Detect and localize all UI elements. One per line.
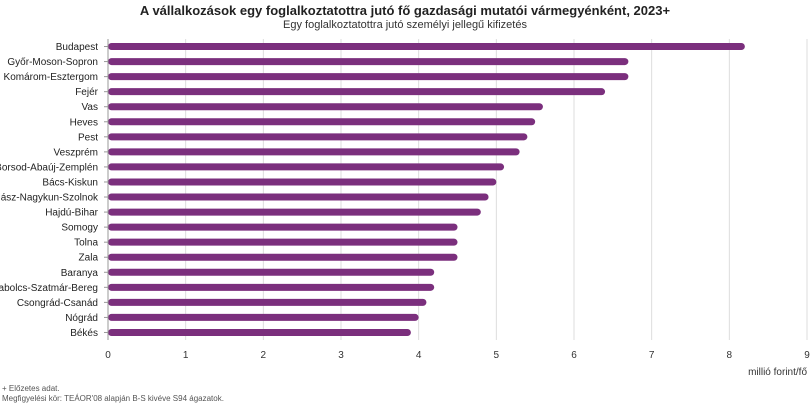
note-preliminary: + Előzetes adat. [2,384,60,393]
category-label: Komárom-Esztergom [4,72,98,83]
bar [108,148,520,156]
bar [108,133,528,141]
category-label: Nógrád [65,313,98,324]
bar [108,178,497,186]
x-tick-labels: 0 1 2 3 4 5 6 7 8 9 [105,350,810,361]
bar [108,283,435,291]
category-label: Borsod-Abaúj-Zemplén [0,162,98,173]
category-label: Budapest [56,42,98,53]
category-label: Fejér [75,87,98,98]
bar [108,43,745,51]
bar [108,328,411,336]
bar [108,238,458,246]
x-tick-label: 4 [416,350,422,361]
x-tick-label: 0 [105,350,111,361]
bar [108,73,629,81]
category-labels: Budapest Győr-Moson-Sopron Komárom-Eszterg… [0,42,108,339]
category-label: Heves [70,117,98,128]
bar [108,253,458,261]
x-tick-label: 9 [804,350,810,361]
bar [108,208,481,216]
x-tick-label: 3 [338,350,344,361]
bar [108,223,458,231]
bar [108,313,419,321]
category-label: Békés [70,328,98,339]
category-label: Baranya [61,268,99,279]
category-label: Bács-Kiskun [42,177,98,188]
bars [108,43,745,336]
bar [108,58,629,66]
category-label: Hajdú-Bihar [45,208,98,219]
bar [108,193,489,201]
x-tick-label: 5 [494,350,500,361]
category-label: Jász-Nagykun-Szolnok [0,193,99,204]
x-tick-label: 1 [183,350,189,361]
category-label: Vas [82,102,99,113]
bar [108,118,536,126]
x-tick-label: 2 [261,350,267,361]
category-label: Győr-Moson-Sopron [7,57,98,68]
category-label: Zala [79,253,99,264]
category-label: Pest [78,132,98,143]
x-axis-label: millió forint/fő [748,367,807,378]
bar [108,298,427,306]
category-label: Csongrád-Csanád [17,298,98,309]
gridlines [185,39,808,340]
x-tick-label: 6 [571,350,577,361]
chart-title: A vállalkozások egy foglalkoztatottra ju… [139,3,671,18]
category-label: Tolna [74,238,98,249]
category-label: Veszprém [54,147,98,158]
bar [108,163,505,171]
note-scope: Megfigyelési kör: TEÁOR'08 alapján B-S k… [2,394,224,403]
bar [108,268,435,276]
chart-subtitle: Egy foglalkoztatottra jutó személyi jell… [283,19,527,31]
category-label: Szabolcs-Szatmár-Bereg [0,283,98,294]
bar [108,88,606,96]
x-tick-label: 8 [727,350,733,361]
bar [108,103,543,111]
x-tick-label: 7 [649,350,655,361]
category-label: Somogy [61,223,98,234]
